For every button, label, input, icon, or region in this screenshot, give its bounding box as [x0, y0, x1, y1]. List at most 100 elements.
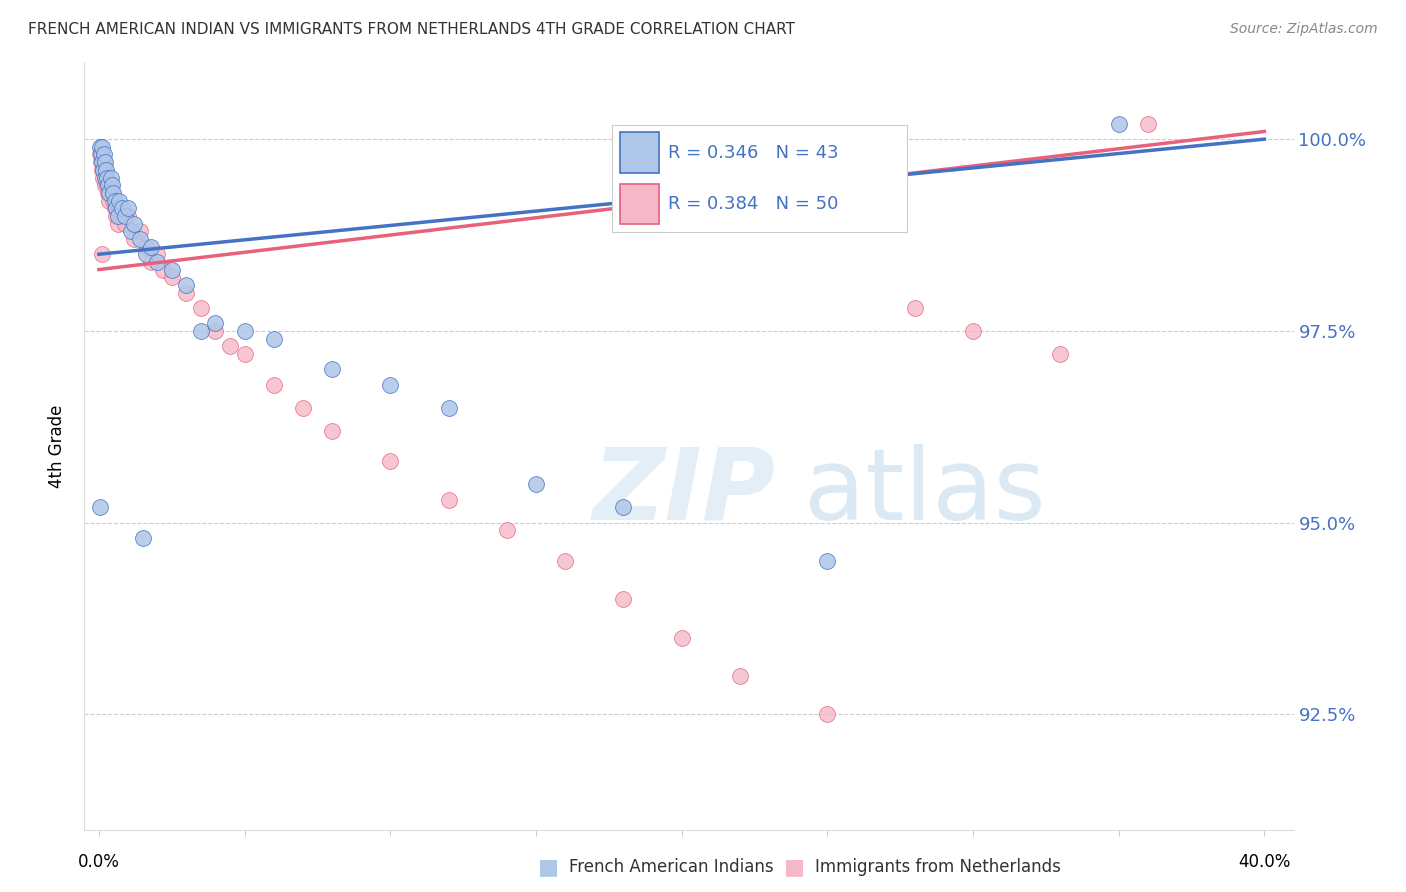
Point [219, 339, 242, 353]
Point [114, 217, 136, 231]
Point [90, 155, 112, 169]
Point [1136, 117, 1159, 131]
Point [263, 332, 285, 346]
Point [117, 209, 139, 223]
Text: R = 0.384   N = 50: R = 0.384 N = 50 [668, 195, 838, 213]
Point [114, 209, 136, 223]
Point [135, 247, 157, 261]
Point [146, 247, 169, 261]
Text: ZIP: ZIP [592, 443, 775, 541]
Point [108, 201, 131, 215]
Point [904, 301, 927, 315]
Point [176, 277, 198, 292]
Point [190, 324, 212, 338]
Point [94, 155, 117, 169]
Point [93, 155, 115, 169]
Point [111, 201, 134, 215]
Point [107, 217, 129, 231]
Point [91, 140, 114, 154]
Text: FRENCH AMERICAN INDIAN VS IMMIGRANTS FROM NETHERLANDS 4TH GRADE CORRELATION CHAR: FRENCH AMERICAN INDIAN VS IMMIGRANTS FRO… [28, 22, 796, 37]
Y-axis label: 4th Grade: 4th Grade [48, 404, 66, 488]
Point [728, 669, 751, 683]
Point [321, 424, 343, 438]
Point [91, 147, 114, 161]
Point [204, 324, 226, 338]
Point [128, 224, 150, 238]
Point [94, 178, 117, 193]
Point [89, 140, 111, 154]
Point [104, 194, 127, 208]
Point [111, 209, 134, 223]
Point [90, 155, 112, 169]
Text: Source: ZipAtlas.com: Source: ZipAtlas.com [1230, 22, 1378, 37]
Point [160, 262, 183, 277]
Point [100, 170, 122, 185]
Point [96, 178, 118, 193]
Point [671, 631, 693, 645]
Point [146, 255, 169, 269]
Point [100, 178, 122, 193]
Text: Immigrants from Netherlands: Immigrants from Netherlands [815, 858, 1062, 876]
Text: ■: ■ [538, 857, 558, 877]
Point [89, 500, 111, 515]
Point [233, 347, 256, 361]
Point [90, 162, 112, 177]
Bar [620, 132, 659, 173]
Point [90, 247, 112, 261]
Point [204, 316, 226, 330]
Point [107, 209, 129, 223]
Point [128, 232, 150, 246]
Point [152, 262, 174, 277]
Point [962, 324, 984, 338]
Point [612, 500, 634, 515]
Point [93, 147, 115, 161]
Point [120, 224, 142, 238]
Point [98, 194, 121, 208]
Point [141, 239, 163, 253]
Point [160, 270, 183, 285]
Point [96, 170, 118, 185]
Point [815, 707, 838, 722]
Point [122, 232, 145, 246]
Point [105, 209, 128, 223]
Point [89, 147, 111, 161]
Point [380, 454, 402, 468]
Text: French American Indians: French American Indians [569, 858, 775, 876]
Bar [620, 184, 659, 225]
Text: ■: ■ [785, 857, 804, 877]
Point [321, 362, 343, 376]
Point [176, 285, 198, 300]
Text: 40.0%: 40.0% [1239, 853, 1291, 871]
Point [495, 524, 517, 538]
Point [103, 194, 125, 208]
Point [263, 377, 285, 392]
Point [117, 201, 139, 215]
Point [96, 170, 118, 185]
Text: 0.0%: 0.0% [77, 853, 120, 871]
Point [141, 255, 163, 269]
Point [291, 401, 314, 415]
Point [105, 201, 128, 215]
Point [104, 201, 127, 215]
Point [554, 554, 576, 568]
Point [97, 178, 120, 193]
Point [101, 186, 124, 200]
Point [437, 401, 460, 415]
Point [103, 186, 125, 200]
Text: R = 0.346   N = 43: R = 0.346 N = 43 [668, 144, 838, 161]
Point [94, 170, 117, 185]
Point [101, 178, 124, 193]
Point [233, 324, 256, 338]
Point [122, 217, 145, 231]
Point [131, 531, 153, 545]
Point [91, 162, 114, 177]
Point [380, 377, 402, 392]
Point [91, 170, 114, 185]
Point [1049, 347, 1071, 361]
Point [815, 554, 838, 568]
Point [90, 147, 112, 161]
Point [94, 162, 117, 177]
Point [97, 186, 120, 200]
Point [1108, 117, 1130, 131]
Point [190, 301, 212, 315]
